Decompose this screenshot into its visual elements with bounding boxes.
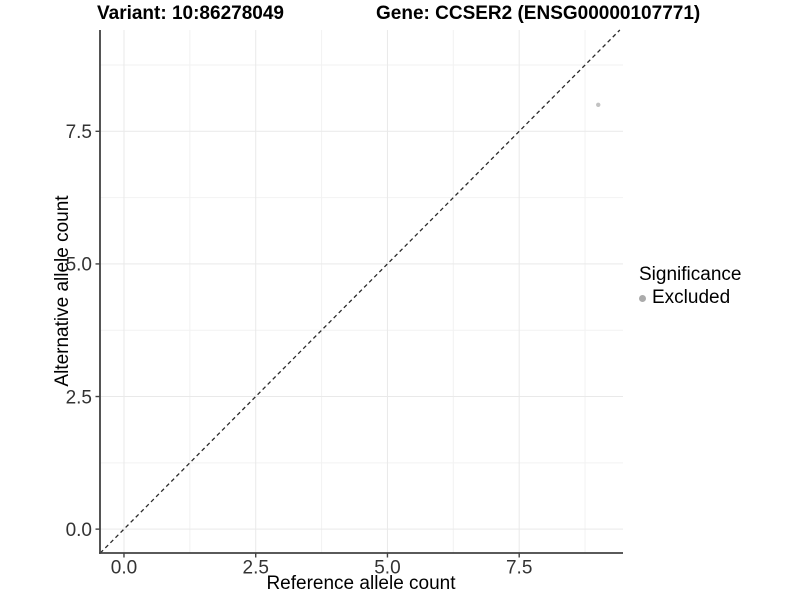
identity-line xyxy=(99,29,621,554)
x-tick-label: 2.5 xyxy=(243,558,269,579)
legend: Significance Excluded xyxy=(639,264,741,309)
y-tick-label: 0.0 xyxy=(66,520,92,541)
y-tick-label: 5.0 xyxy=(66,255,92,276)
x-axis-title: Reference allele count xyxy=(266,573,456,594)
x-tick-label: 5.0 xyxy=(374,558,400,579)
plot-title-variant: Variant: 10:86278049 xyxy=(97,3,284,24)
y-axis-title: Alternative allele count xyxy=(52,195,73,387)
excluded-point-icon xyxy=(639,294,646,302)
y-tick-label: 7.5 xyxy=(66,122,92,143)
legend-entry-excluded: Excluded xyxy=(639,287,741,309)
plot-title-gene: Gene: CCSER2 (ENSG00000107771) xyxy=(376,3,701,24)
data-point xyxy=(596,102,601,107)
legend-title: Significance xyxy=(639,264,742,285)
x-tick-label: 7.5 xyxy=(506,558,532,579)
legend-entry-label: Excluded xyxy=(652,287,731,308)
x-tick-label: 0.0 xyxy=(111,558,137,579)
y-tick-label: 2.5 xyxy=(66,387,92,408)
